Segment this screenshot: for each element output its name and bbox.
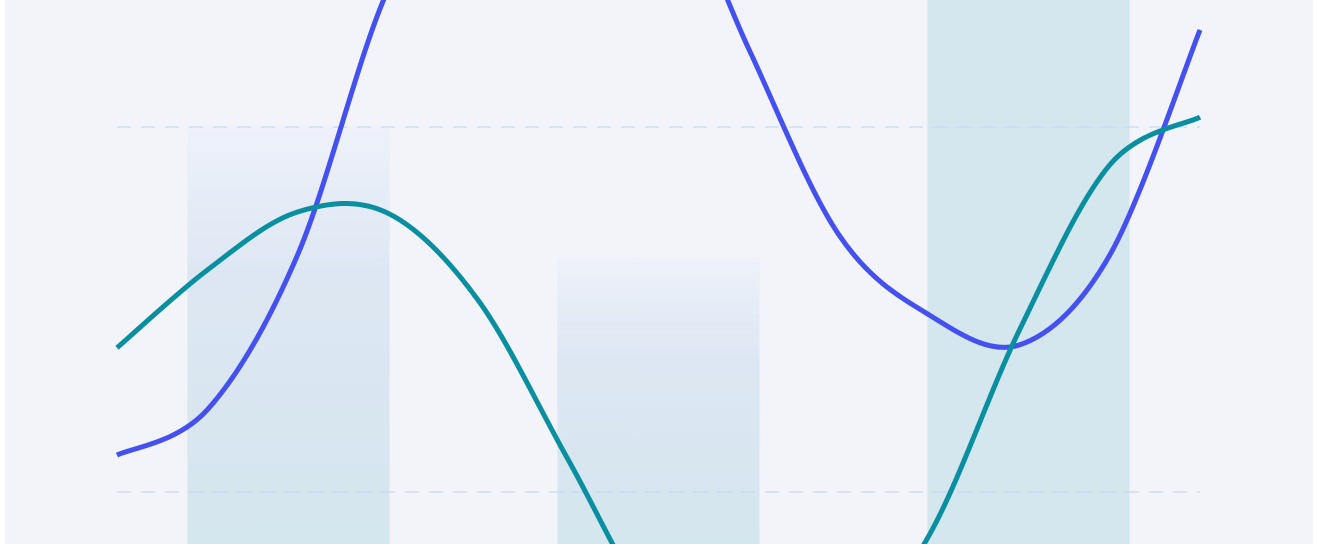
line-series bbox=[115, 0, 1203, 458]
line-layer bbox=[115, 0, 1203, 544]
bar-layer bbox=[187, 0, 1130, 544]
grid-layer bbox=[117, 126, 1200, 493]
bar bbox=[187, 126, 390, 544]
bar bbox=[557, 258, 760, 544]
line-series bbox=[115, 114, 1202, 544]
bar bbox=[927, 0, 1130, 544]
